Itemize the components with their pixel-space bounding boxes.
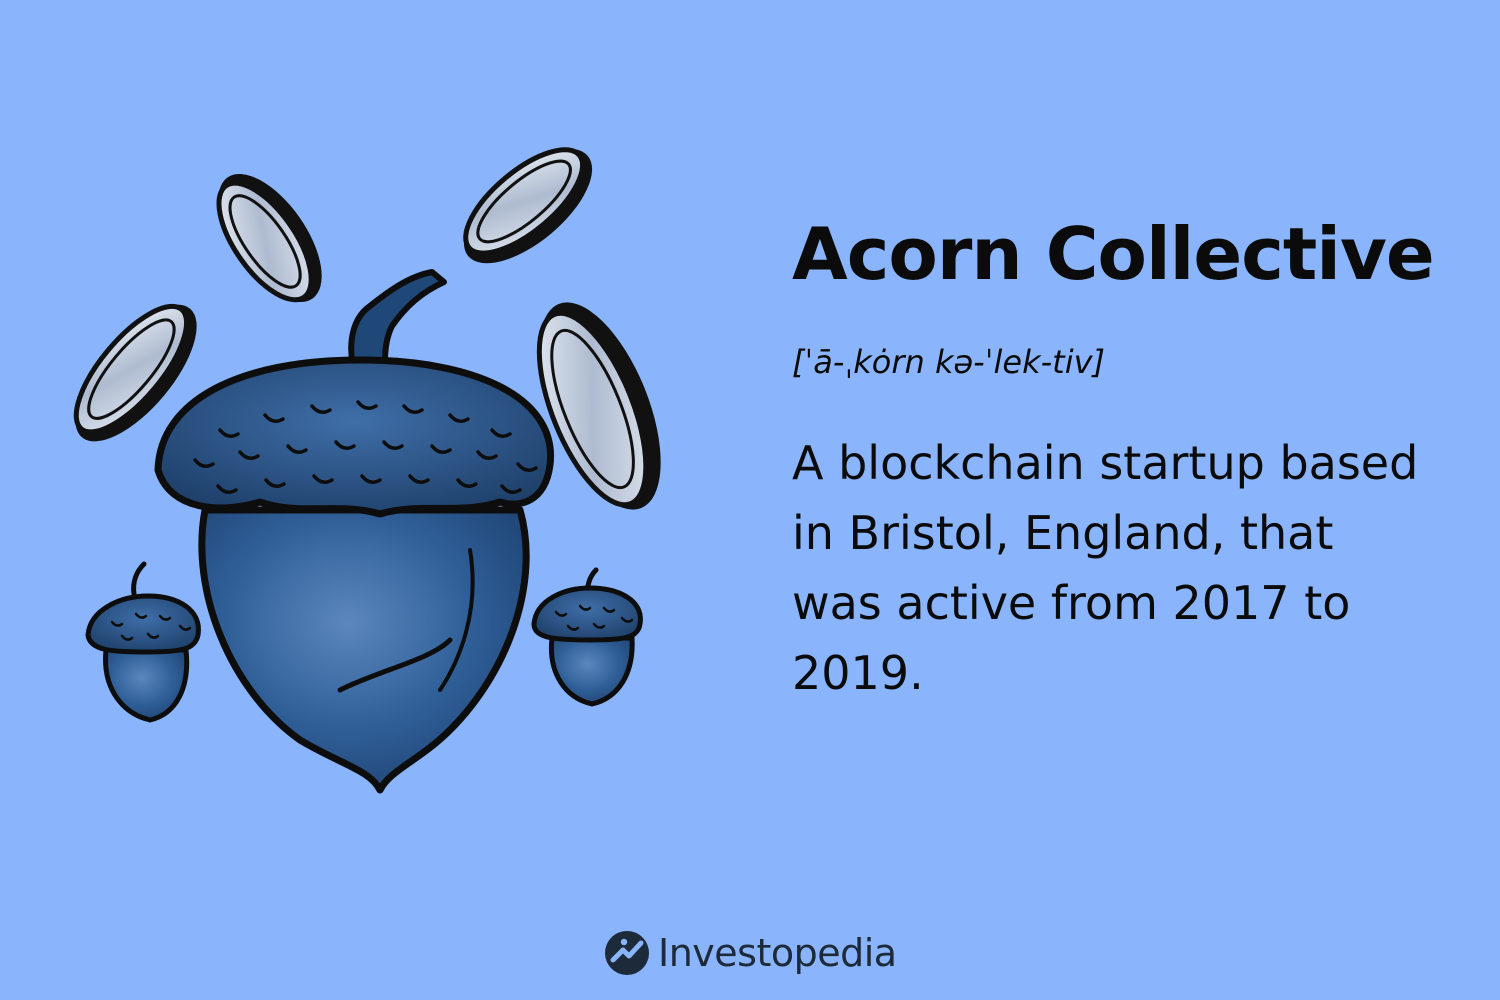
term-definition: A blockchain startup based in Bristol, E… bbox=[792, 428, 1432, 708]
acorn-coins-illustration bbox=[40, 130, 700, 800]
investopedia-logo-icon bbox=[604, 930, 650, 976]
investopedia-logo[interactable]: Investopedia bbox=[604, 930, 897, 976]
term-title: Acorn Collective bbox=[792, 198, 1482, 310]
small-acorn-left bbox=[88, 564, 198, 720]
coin-top-left bbox=[198, 157, 342, 320]
investopedia-wordmark: Investopedia bbox=[658, 931, 897, 975]
small-acorn-right bbox=[534, 570, 640, 704]
acorn-with-coins-icon bbox=[40, 130, 700, 800]
term-block: Acorn Collective [ˈā-ˌkȯrn kə-ˈlek-tiv] … bbox=[792, 198, 1482, 708]
coin-top-right bbox=[445, 130, 611, 284]
term-pronunciation: [ˈā-ˌkȯrn kə-ˈlek-tiv] bbox=[792, 342, 1482, 382]
